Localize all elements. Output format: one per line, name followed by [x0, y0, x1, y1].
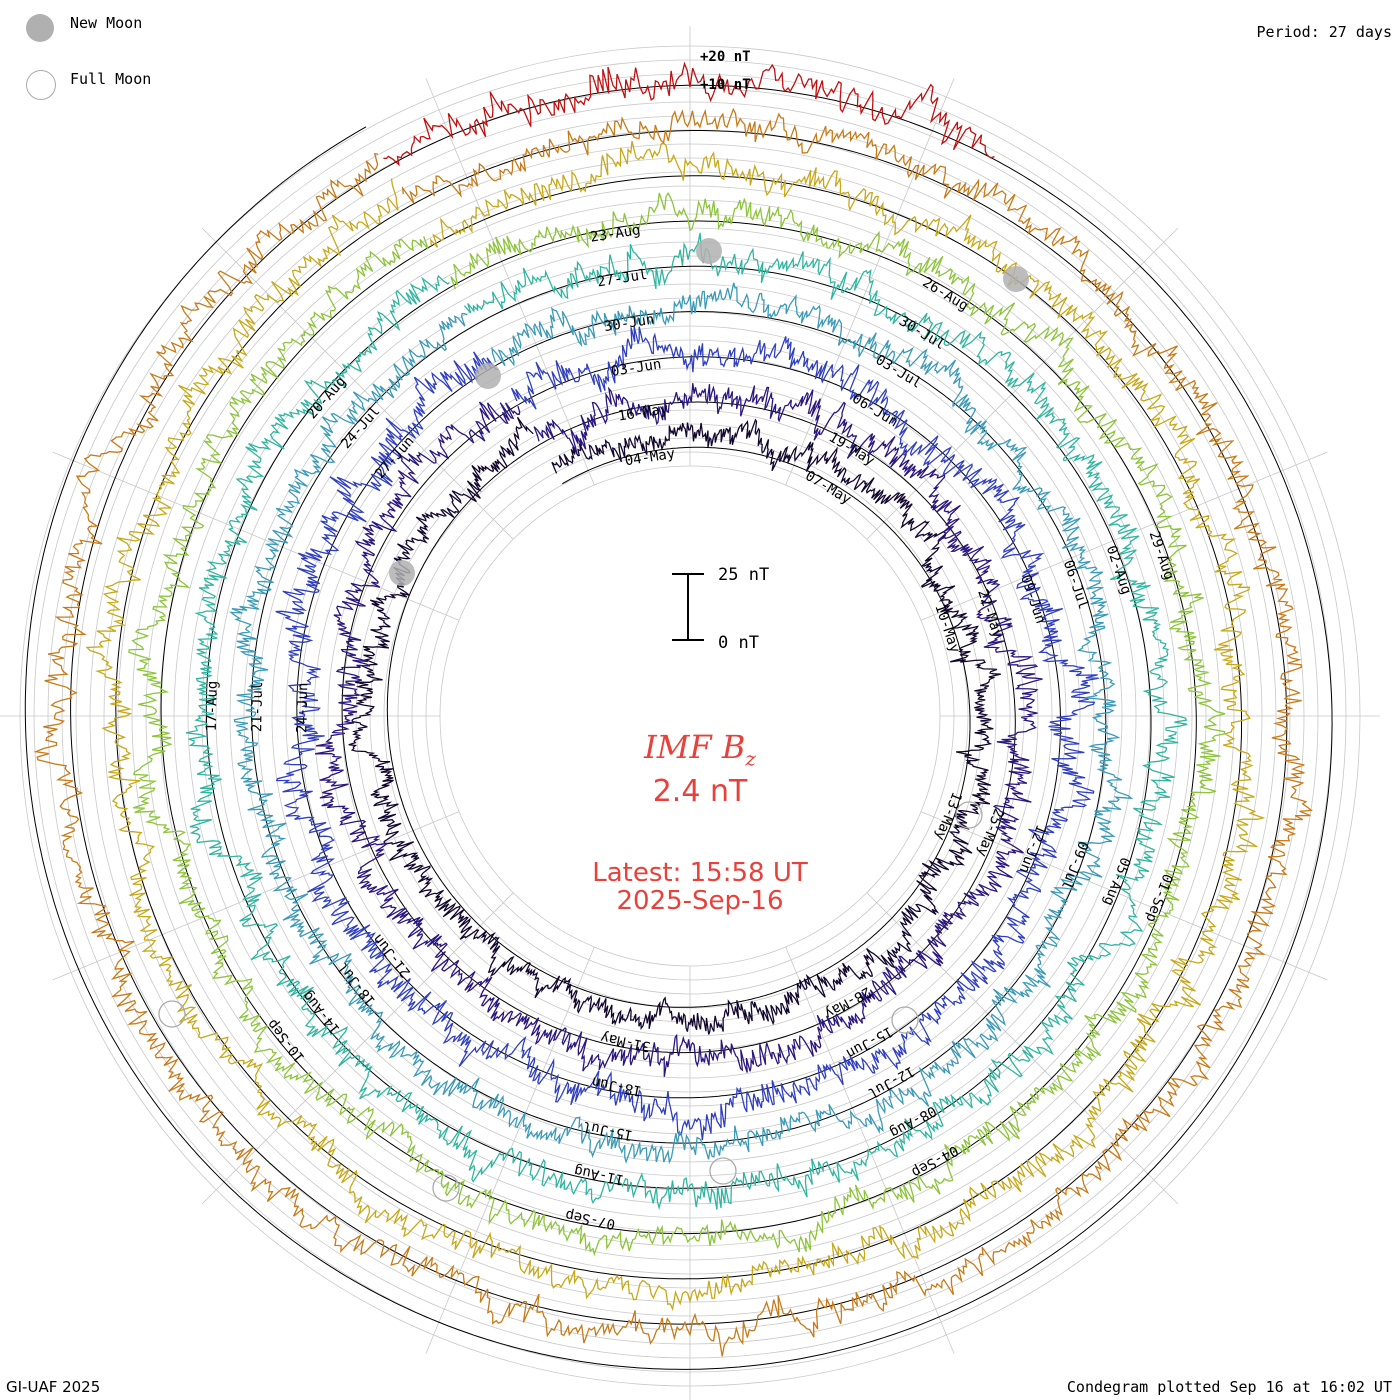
series-trace-7 [85, 141, 1266, 1312]
latest-date: 2025-Sep-16 [616, 886, 784, 916]
date-label: 21-Jul [249, 681, 266, 732]
grid-spoke [866, 227, 1179, 540]
date-label: 04-Sep [909, 1142, 961, 1180]
scale-top-label: 25 nT [718, 565, 769, 585]
grid-spoke [425, 78, 595, 486]
date-label: 07-May [802, 468, 854, 508]
legend-full-moon: Full Moon [70, 70, 152, 88]
date-label: 24-Jun [294, 682, 311, 733]
date-label: 17-Aug [204, 681, 221, 732]
zero-level-line [341, 401, 1016, 1054]
plotted-timestamp: Condegram plotted Sep 16 at 16:02 UT [1066, 1378, 1392, 1396]
series-trace-9 [383, 61, 995, 167]
grid-spoke [785, 946, 955, 1354]
grid-spoke [201, 892, 514, 1205]
new-moon-marker [1003, 266, 1029, 292]
date-label: 27-Jul [596, 267, 648, 291]
full-moon-marker [709, 1157, 737, 1185]
parameter-name: IMF Bz [0, 728, 1400, 770]
date-label: 11-Aug [573, 1162, 626, 1188]
parameter-name-text: IMF B [644, 728, 746, 766]
full-moon-marker [432, 1174, 460, 1202]
date-label: 30-Jun [603, 312, 655, 336]
new-moon-icon [26, 14, 54, 42]
grid-spoke [201, 227, 514, 540]
parameter-subscript: z [745, 746, 756, 771]
zero-level-line [70, 130, 1288, 1325]
grid-spoke [866, 892, 1179, 1205]
full-moon-icon [26, 70, 56, 100]
series-trace-1 [348, 416, 1001, 1035]
latest-time: Latest: 15:58 UT [592, 858, 808, 888]
zero-level-line [205, 265, 1152, 1189]
date-label: 10-May [931, 602, 962, 655]
date-label: 24-Jul [338, 403, 383, 452]
date-label: 21-Jun [370, 931, 414, 980]
new-moon-marker [696, 238, 722, 264]
zero-level-line [24, 84, 1333, 1370]
full-moon-marker [158, 1000, 186, 1028]
series-trace-8 [33, 107, 1313, 1357]
full-moon-marker [955, 801, 983, 829]
series-group [33, 61, 1313, 1357]
legend-new-moon: New Moon [70, 14, 143, 32]
moon-markers [158, 238, 1029, 1202]
date-label: 03-Jun [610, 356, 662, 380]
zero-level-line [115, 175, 1242, 1280]
scale-bar: 25 nT 0 nT +20 nT +10 nT [672, 49, 769, 653]
new-moon-marker [389, 560, 415, 586]
date-label: 23-Aug [589, 222, 641, 246]
outer-scale-label-1: +20 nT [700, 49, 751, 65]
series-trace-2 [314, 383, 1043, 1077]
date-label: 18-Jul [335, 959, 379, 1008]
series-trace-4 [228, 282, 1134, 1165]
zero-level-line [160, 220, 1197, 1235]
zero-level-line [296, 356, 1061, 1099]
new-moon-marker [475, 363, 501, 389]
credit-label: GI-UAF 2025 [6, 1378, 101, 1396]
date-label: 04-May [624, 446, 676, 470]
grid-spoke [52, 451, 460, 621]
date-label: 07-Sep [564, 1206, 617, 1232]
date-label: 16-May [617, 401, 669, 425]
series-trace-5 [185, 232, 1188, 1211]
outer-scale-label-2: +10 nT [700, 77, 751, 93]
series-trace-6 [128, 191, 1226, 1257]
period-label: Period: 27 days [1256, 23, 1392, 41]
full-moon-marker [891, 1006, 919, 1034]
zero-level-line [386, 443, 971, 1008]
series-trace-3 [275, 326, 1099, 1141]
scale-bottom-label: 0 nT [718, 633, 759, 653]
parameter-value: 2.4 nT [652, 774, 748, 809]
